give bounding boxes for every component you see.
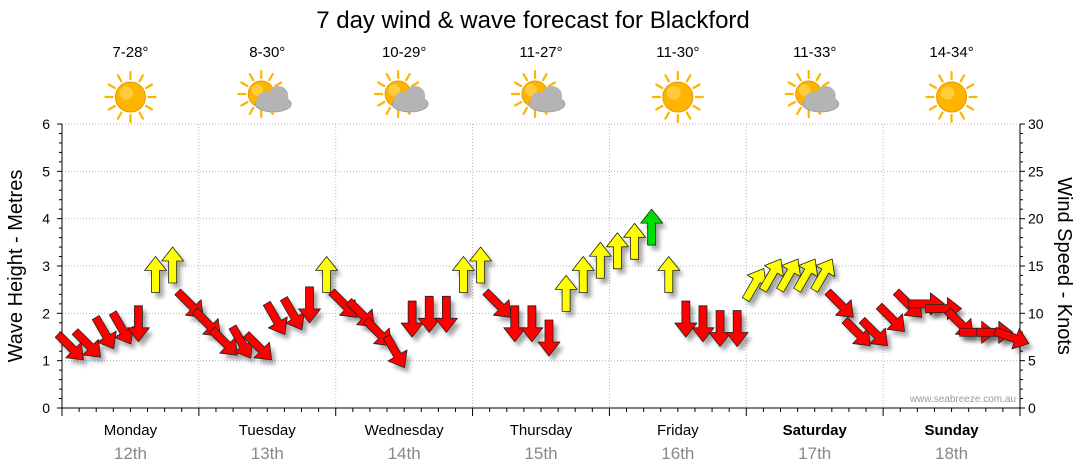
y-axis-right-title: Wind Speed - Knots bbox=[1053, 177, 1075, 355]
y-tick-label-left: 6 bbox=[42, 116, 50, 132]
y-tick-label-left: 0 bbox=[42, 400, 50, 416]
date-label: 18th bbox=[935, 444, 968, 463]
wind-arrow bbox=[554, 274, 578, 312]
wind-arrow bbox=[315, 256, 339, 293]
wind-arrow bbox=[127, 305, 150, 343]
wind-arrow bbox=[759, 258, 784, 293]
y-tick-label-left: 1 bbox=[42, 353, 50, 369]
wind-arrow bbox=[434, 295, 458, 333]
date-label: 17th bbox=[798, 444, 831, 463]
temp-range: 11-30° bbox=[656, 44, 699, 61]
temp-range: 11-27° bbox=[519, 44, 562, 61]
date-label: 13th bbox=[251, 444, 284, 463]
sun-cloud-icon bbox=[784, 69, 840, 119]
cloud-shape bbox=[391, 86, 429, 113]
y-tick-label-right: 25 bbox=[1028, 163, 1044, 179]
wind-arrow bbox=[993, 327, 1030, 350]
wind-arrow bbox=[537, 319, 561, 357]
sun-cloud-icon bbox=[374, 69, 429, 119]
y-tick-label-left: 2 bbox=[42, 305, 50, 321]
day-label: Thursday bbox=[510, 422, 573, 439]
watermark: www.seabreeze.com.au bbox=[909, 394, 1016, 405]
day-label: Tuesday bbox=[239, 422, 296, 439]
temp-range: 7-28° bbox=[112, 44, 148, 61]
wind-arrow bbox=[469, 246, 492, 284]
y-tick-label-left: 5 bbox=[42, 163, 50, 179]
y-tick-label-right: 30 bbox=[1028, 116, 1044, 132]
wind-arrow bbox=[482, 288, 512, 318]
cloud-shape bbox=[254, 86, 292, 113]
wind-arrow bbox=[520, 305, 544, 343]
cloud-shape bbox=[802, 86, 840, 113]
wind-arrow bbox=[725, 310, 749, 347]
sun-cloud-icon bbox=[510, 69, 566, 119]
y-tick-label-left: 4 bbox=[42, 211, 50, 227]
day-label: Monday bbox=[104, 422, 158, 439]
sun-cloud-icon bbox=[237, 69, 292, 119]
wind-arrow bbox=[588, 241, 612, 279]
cloud-shape bbox=[528, 86, 566, 113]
wind-arrow bbox=[858, 317, 888, 347]
day-label: Wednesday bbox=[365, 422, 444, 439]
wind-arrow bbox=[571, 256, 595, 293]
wind-arrow bbox=[793, 258, 819, 293]
y-tick-label-right: 0 bbox=[1028, 400, 1036, 416]
wind-arrow bbox=[242, 331, 273, 361]
wind-arrow bbox=[298, 286, 321, 324]
chart-title: 7 day wind & wave forecast for Blackford bbox=[316, 7, 750, 34]
sun-icon bbox=[925, 70, 978, 124]
y-tick-label-right: 20 bbox=[1028, 211, 1044, 227]
wind-arrow bbox=[71, 328, 101, 358]
temp-range: 10-29° bbox=[382, 44, 426, 61]
sun-icon bbox=[104, 70, 157, 124]
wind-arrow bbox=[606, 232, 629, 270]
date-label: 14th bbox=[388, 444, 421, 463]
date-label: 12th bbox=[114, 444, 147, 463]
temp-range: 11-33° bbox=[793, 44, 836, 61]
wind-arrow bbox=[657, 256, 681, 293]
wind-arrow bbox=[640, 208, 664, 246]
wind-arrow bbox=[108, 310, 134, 345]
temp-range: 14-34° bbox=[929, 44, 973, 61]
wind-arrow bbox=[875, 302, 905, 332]
wind-arrow bbox=[328, 288, 358, 318]
day-label: Sunday bbox=[924, 422, 979, 439]
wind-arrow bbox=[810, 258, 836, 293]
wind-arrow bbox=[824, 288, 854, 318]
date-label: 16th bbox=[661, 444, 694, 463]
y-tick-label-right: 10 bbox=[1028, 305, 1044, 321]
sun-icon bbox=[651, 70, 704, 124]
y-tick-label-left: 3 bbox=[42, 258, 50, 274]
y-tick-label-right: 15 bbox=[1028, 258, 1044, 274]
y-axis-left-title: Wave Height - Metres bbox=[5, 170, 27, 363]
wind-arrow bbox=[382, 334, 408, 369]
wind-arrow bbox=[161, 246, 185, 284]
wind-arrow bbox=[262, 300, 288, 335]
y-tick-label-right: 5 bbox=[1028, 353, 1036, 369]
wind-arrow bbox=[674, 300, 698, 338]
wind-arrow bbox=[623, 222, 646, 260]
wind-arrow bbox=[776, 258, 801, 293]
wind-arrow bbox=[691, 305, 715, 343]
wind-arrow bbox=[91, 315, 117, 350]
wind-arrow bbox=[144, 256, 167, 293]
wind-arrow bbox=[452, 256, 475, 293]
day-label: Friday bbox=[657, 422, 699, 439]
day-label: Saturday bbox=[783, 422, 848, 439]
temp-range: 8-30° bbox=[249, 44, 285, 61]
date-label: 15th bbox=[524, 444, 557, 463]
